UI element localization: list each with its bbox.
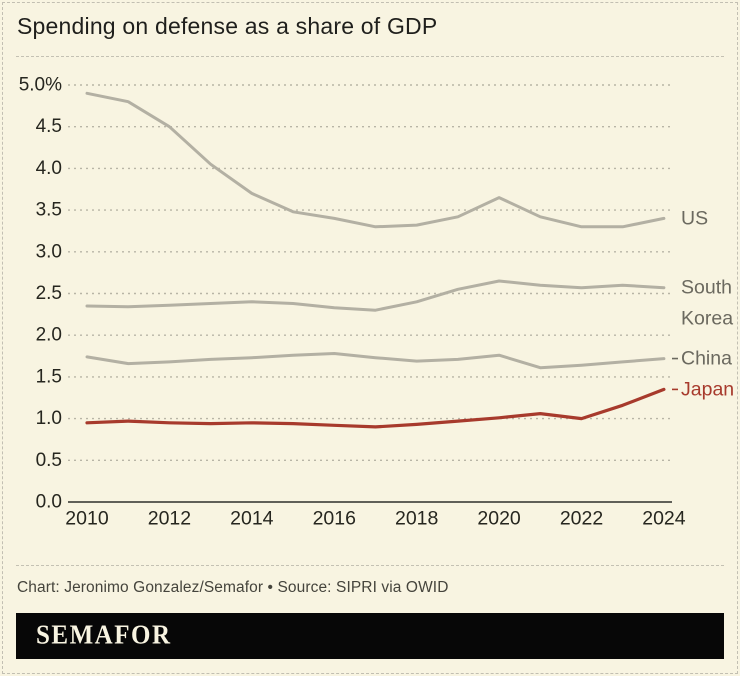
x-tick-label: 2022	[560, 508, 603, 530]
series-line-us	[85, 91, 666, 229]
y-tick-label: 2.0	[36, 325, 62, 346]
credit-source-line: Chart: Jeronimo Gonzalez/Semafor • Sourc…	[17, 579, 449, 596]
y-tick-label: 0.0	[36, 492, 62, 513]
x-tick-label: 2010	[65, 508, 109, 530]
y-tick-label: 3.0	[36, 241, 62, 262]
title-divider	[16, 56, 724, 57]
x-tick-label: 2020	[477, 508, 521, 530]
y-tick-label: 3.5	[36, 200, 62, 221]
series-line-china	[85, 352, 666, 370]
semafor-logo: SEMAFOR	[36, 620, 172, 651]
series-label-japan: Japan	[681, 378, 734, 400]
x-tick-label: 2014	[230, 508, 274, 530]
semafor-logo-bar: SEMAFOR	[16, 613, 724, 659]
y-tick-label: 5.0%	[19, 75, 62, 96]
series-line-japan	[85, 387, 666, 429]
y-tick-label: 1.5	[36, 366, 62, 387]
y-tick-label: 0.5	[36, 450, 62, 471]
y-tick-label: 2.5	[36, 283, 62, 304]
x-tick-label: 2016	[313, 508, 356, 530]
series-label-us: US	[681, 207, 708, 229]
series-line-south-korea	[85, 279, 666, 312]
chart-title: Spending on defense as a share of GDP	[17, 13, 438, 39]
y-tick-label: 4.5	[36, 116, 62, 137]
x-tick-label: 2012	[148, 508, 191, 530]
y-tick-label: 1.0	[36, 408, 62, 429]
footer-divider	[16, 565, 724, 566]
x-tick-label: 2018	[395, 508, 438, 530]
y-tick-label: 4.0	[36, 158, 62, 179]
x-tick-label: 2024	[642, 508, 686, 530]
series-label-china: China	[681, 348, 732, 370]
series-label-south-korea: South Korea	[681, 277, 733, 330]
